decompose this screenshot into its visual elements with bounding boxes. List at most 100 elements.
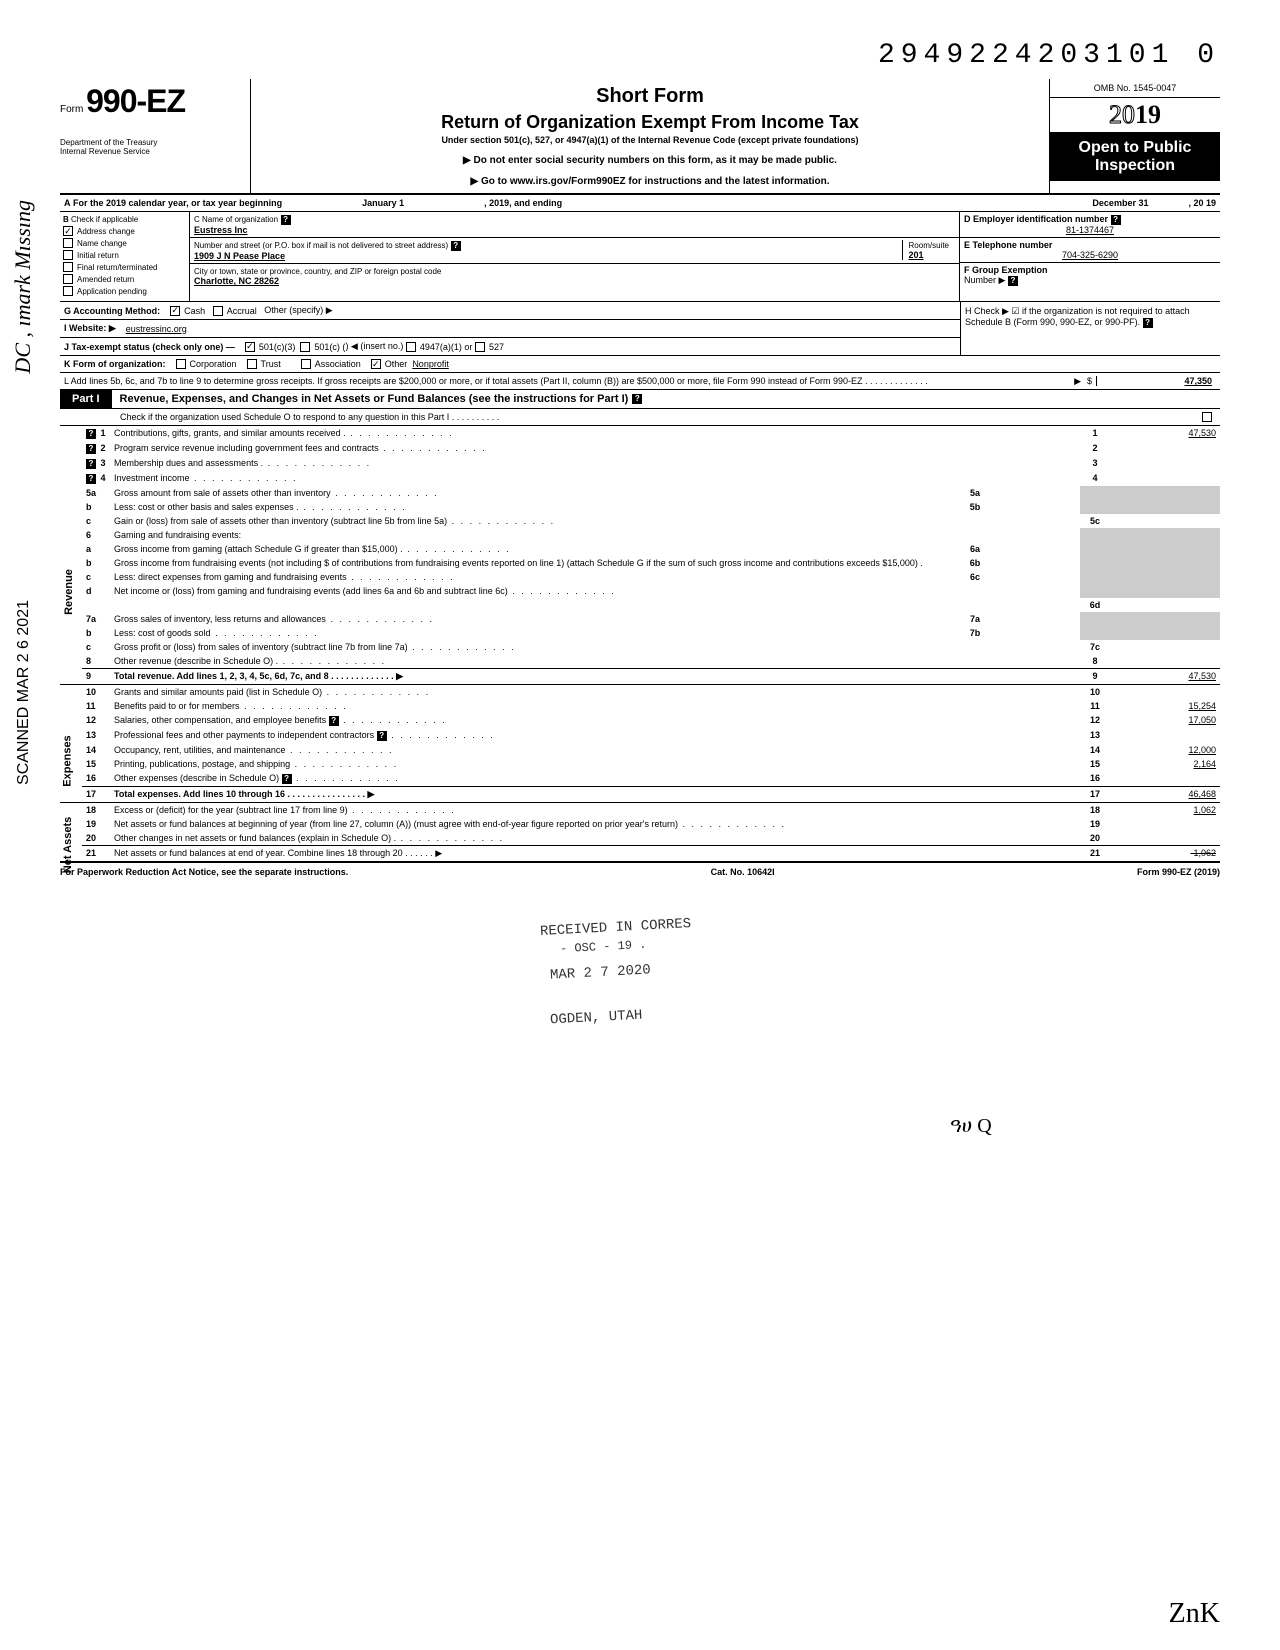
phone-label: E Telephone number [964,240,1052,250]
f-sub: Number ▶ [964,275,1005,285]
omb-number: OMB No. 1545-0047 [1050,79,1220,98]
cb-501c3[interactable]: ✓ [245,342,255,352]
col-c: C Name of organization ? Eustress Inc Ro… [190,212,960,301]
help-icon: ? [1143,318,1153,328]
city-row: City or town, state or province, country… [190,264,959,288]
phone-value: 704-325-6290 [964,250,1216,260]
cb-4947[interactable] [406,342,416,352]
ein-label: D Employer identification number [964,214,1108,224]
ein-row: D Employer identification number ? 81-13… [960,212,1220,238]
j-label: J Tax-exempt status (check only one) — [64,342,235,352]
addr-row: Room/suite201 Number and street (or P.O.… [190,238,959,264]
cb-schedule-o[interactable] [1202,412,1212,422]
subtitle: Under section 501(c), 527, or 4947(a)(1)… [261,135,1039,145]
cb-initial-return[interactable]: Initial return [63,250,186,260]
other-org-value: Nonprofit [412,359,449,369]
row-a-mid: , 2019, and ending [484,198,562,208]
cb-name-change[interactable]: Name change [63,238,186,248]
h-text: H Check ▶ ☑ if the organization is not r… [965,306,1190,327]
stamp-ogden: OGDEN, UTAH [550,1008,643,1029]
street-address: 1909 J N Pease Place [194,251,285,261]
row-a-end: December 31 [1092,198,1148,208]
ein-value: 81-1374467 [964,225,1216,235]
cb-assoc[interactable] [301,359,311,369]
cb-other-org[interactable]: ✓ [371,359,381,369]
checkbox-icon [63,286,73,296]
help-icon: ? [86,459,96,469]
part-1-header: Part I Revenue, Expenses, and Changes in… [60,390,1220,409]
city-value: Charlotte, NC 28262 [194,276,279,286]
b-sub: Check if applicable [71,215,138,224]
col-b: B Check if applicable ✓Address change Na… [60,212,190,301]
form-number: 990-EZ [86,83,185,119]
help-icon: ? [377,731,387,741]
row-a: A For the 2019 calendar year, or tax yea… [60,195,1220,212]
part-title: Revenue, Expenses, and Changes in Net As… [112,393,629,405]
main-title: Return of Organization Exempt From Incom… [261,112,1039,133]
vertical-watermark-2: SCANNED MAR 2 6 2021 [15,600,33,785]
cb-cash[interactable]: ✓ [170,306,180,316]
row-j: J Tax-exempt status (check only one) — ✓… [60,338,960,355]
document-number: 2949224203101 0 [60,40,1220,71]
dept-label: Department of the Treasury Internal Reve… [60,138,242,156]
form-id-cell: Form 990-EZ Department of the Treasury I… [60,79,250,160]
row-i: I Website: ▶ eustressinc.org [60,320,960,338]
cb-application-pending[interactable]: Application pending [63,286,186,296]
phone-row: E Telephone number 704-325-6290 [960,238,1220,263]
row-h: H Check ▶ ☑ if the organization is not r… [960,302,1220,355]
help-icon: ? [86,444,96,454]
help-icon: ? [281,215,291,225]
title-cell: Short Form Return of Organization Exempt… [250,79,1050,193]
handwritten-1: ዓሀ Q [950,1115,992,1138]
tax-year: 2019 [1050,98,1220,133]
help-icon: ? [1008,276,1018,286]
website-value: eustressinc.org [126,324,187,334]
revenue-label: Revenue [63,569,75,615]
cb-address-change[interactable]: ✓Address change [63,226,186,236]
year-bold: 19 [1135,100,1161,129]
cb-527[interactable] [475,342,485,352]
cb-final-return[interactable]: Final return/terminated [63,262,186,272]
vertical-watermark-1: DC , ımark Mıssıng [10,200,36,374]
year-outline: 20 [1109,100,1135,129]
f-label: F Group Exemption [964,265,1048,275]
open-to-public: Open to Public Inspection [1050,133,1220,181]
help-icon: ? [86,429,96,439]
cb-501c[interactable] [300,342,310,352]
right-header-cell: OMB No. 1545-0047 2019 Open to Public In… [1050,79,1220,181]
cb-corp[interactable] [176,359,186,369]
stamp-received: RECEIVED IN CORRES [540,916,692,940]
cb-amended-return[interactable]: Amended return [63,274,186,284]
note-1: ▶ Do not enter social security numbers o… [261,155,1039,166]
col-def: D Employer identification number ? 81-13… [960,212,1220,301]
note-2: ▶ Go to www.irs.gov/Form990EZ for instru… [261,176,1039,187]
short-form-title: Short Form [261,85,1039,108]
checkbox-icon: ✓ [63,226,73,236]
netassets-label: Net Assets [62,817,74,873]
name-label: C Name of organization [194,215,278,224]
expenses-label: Expenses [62,735,74,786]
cb-trust[interactable] [247,359,257,369]
l-amount: 47,350 [1096,376,1216,386]
part-1-table: Revenue ? 1 Contributions, gifts, grants… [60,426,1220,863]
i-label: I Website: ▶ [64,323,116,334]
group-exemption-row: F Group Exemption Number ▶ ? [960,263,1220,288]
k-label: K Form of organization: [64,359,166,369]
form-header: Form 990-EZ Department of the Treasury I… [60,79,1220,195]
org-name: Eustress Inc [194,225,248,235]
city-label: City or town, state or province, country… [194,267,441,276]
checkbox-icon [63,238,73,248]
part-1-sub: Check if the organization used Schedule … [60,409,1220,426]
dollar-icon: $ [1087,376,1092,386]
help-icon: ? [282,774,292,784]
cb-accrual[interactable] [213,306,223,316]
checkbox-icon [63,262,73,272]
part-label: Part I [60,390,112,408]
footer-right: Form 990-EZ (2019) [1137,867,1220,877]
checkbox-icon [63,250,73,260]
row-a-label: A [64,198,71,208]
org-name-row: C Name of organization ? Eustress Inc [190,212,959,238]
addr-label: Number and street (or P.O. box if mail i… [194,241,448,250]
room-suite-label: Room/suite201 [902,240,955,260]
footer-mid: Cat. No. 10642I [711,867,775,877]
